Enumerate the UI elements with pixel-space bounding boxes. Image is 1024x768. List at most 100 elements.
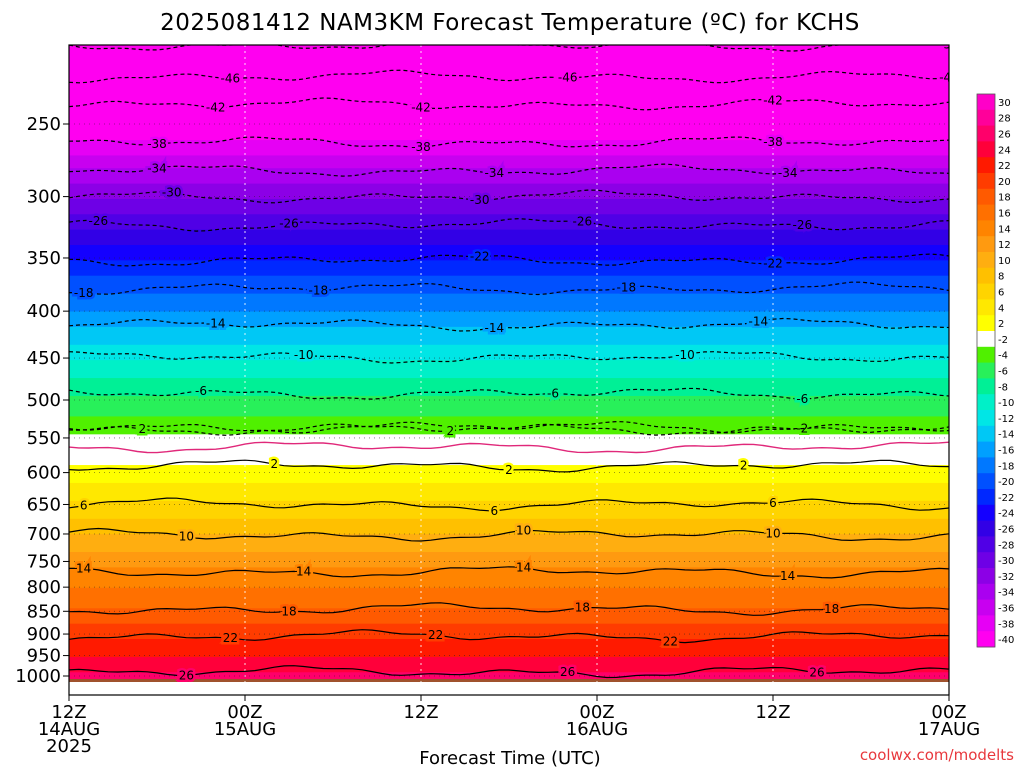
colorbar-swatch xyxy=(977,331,995,348)
temperature-band xyxy=(69,229,949,246)
contour-label: -38 xyxy=(763,135,783,149)
colorbar-label: -10 xyxy=(998,398,1014,409)
temperature-band xyxy=(69,656,949,673)
contour-line xyxy=(69,602,949,616)
colorbar-label: 14 xyxy=(998,224,1011,235)
plot-frame xyxy=(68,44,950,696)
temperature-band xyxy=(69,608,949,625)
contour-line xyxy=(69,441,949,454)
colorbar-label: -14 xyxy=(998,430,1014,441)
colorbar-swatch xyxy=(977,410,995,427)
ground-surface xyxy=(69,679,949,682)
contour-label: -42 xyxy=(206,101,226,115)
temperature-band xyxy=(69,534,949,553)
colorbar-swatch xyxy=(977,394,995,411)
temperature-band xyxy=(69,198,949,215)
x-tick-label: 2025 xyxy=(46,736,92,757)
contour-label: -22 xyxy=(763,256,783,270)
contour-label: -50 xyxy=(939,37,959,51)
colorbar-swatch xyxy=(977,457,995,474)
contour-line xyxy=(69,459,949,473)
colorbar-label: 12 xyxy=(998,240,1011,251)
temperature-band xyxy=(69,552,949,568)
contour-label: -30 xyxy=(470,193,490,207)
contour-line xyxy=(69,69,949,84)
contour-label: 26 xyxy=(560,665,575,679)
contour-label: 18 xyxy=(281,605,296,619)
contour-label: -6 xyxy=(796,392,808,406)
colorbar-label: -26 xyxy=(998,525,1014,536)
x-tick-label: 00Z xyxy=(579,702,614,723)
y-tick-label: 650 xyxy=(27,494,61,515)
temperature-bands xyxy=(69,45,949,681)
temperature-band xyxy=(69,155,949,169)
contour-label: -18 xyxy=(617,281,637,295)
x-tick-label: 12Z xyxy=(403,702,438,723)
y-tick-label: 950 xyxy=(27,646,61,667)
colorbar-swatch xyxy=(977,425,995,442)
colorbar-label: 2 xyxy=(998,319,1004,330)
x-tick-label: 14AUG xyxy=(38,719,100,740)
contour-label: -26 xyxy=(89,214,109,228)
credit-text: coolwx.com/modelts xyxy=(860,746,1014,764)
contour-label: 2 xyxy=(139,422,147,436)
colorbar-swatch xyxy=(977,125,995,142)
contour-label: -14 xyxy=(485,321,505,335)
contour-label: -14 xyxy=(749,315,769,329)
colorbar-label: 20 xyxy=(998,177,1011,188)
contour-label: 14 xyxy=(516,561,531,575)
temperature-contours: -50 -50-46 -46 -46-42 -42 -42-38 -38 -38-34 -34-… xyxy=(69,37,959,682)
y-tick-label: 250 xyxy=(27,114,61,135)
colorbar-swatch xyxy=(977,267,995,284)
colorbar-label: -22 xyxy=(998,493,1014,504)
temperature-band xyxy=(69,500,949,520)
contour-label: -18 xyxy=(309,283,329,297)
contour-label: -6 xyxy=(547,387,559,401)
temperature-band xyxy=(69,344,949,361)
contour-label: -42 xyxy=(411,100,431,114)
colorbar-swatch xyxy=(977,252,995,269)
contour-label: -30 xyxy=(162,186,182,200)
colorbar-swatch xyxy=(977,173,995,190)
colorbar-label: 18 xyxy=(998,193,1011,204)
x-tick-label: 15AUG xyxy=(214,719,276,740)
contour-line xyxy=(69,423,949,436)
contour-line xyxy=(69,566,949,579)
plot-area: -50 -50-46 -46 -46-42 -42 -42-38 -38 -38-34 -34-… xyxy=(69,37,959,682)
colorbar-label: -30 xyxy=(998,556,1014,567)
y-tick-label: 800 xyxy=(27,577,61,598)
contour-label: 14 xyxy=(76,561,91,575)
contour-label: 18 xyxy=(575,601,590,615)
temperature-band xyxy=(69,260,949,277)
colorbar-label: 28 xyxy=(998,114,1011,125)
temperature-band xyxy=(69,214,949,231)
temperature-band xyxy=(69,326,949,346)
colorbar-label: 24 xyxy=(998,145,1011,156)
colorbar-label: 16 xyxy=(998,209,1011,220)
contour-label: -38 xyxy=(411,140,431,154)
colorbar-swatch xyxy=(977,520,995,537)
colorbar-swatch xyxy=(977,362,995,379)
contour-label: -46 xyxy=(221,71,241,85)
temperature-band xyxy=(69,465,949,484)
colorbar-swatch xyxy=(977,109,995,126)
contour-label: -34 xyxy=(147,161,167,175)
y-tick-label: 700 xyxy=(27,524,61,545)
colorbar-label: 6 xyxy=(998,288,1004,299)
colorbar-swatch xyxy=(977,552,995,569)
contour-label: -26 xyxy=(279,217,299,231)
colorbar-swatch xyxy=(977,441,995,458)
colorbar-swatch xyxy=(977,94,995,111)
colorbar-label: -4 xyxy=(998,351,1008,362)
contour-label: -42 xyxy=(763,93,783,107)
colorbar-label: -6 xyxy=(998,367,1008,378)
temperature-band xyxy=(69,416,949,435)
contour-label: 10 xyxy=(179,530,194,544)
contour-label: -18 xyxy=(74,286,94,300)
colorbar-label: -2 xyxy=(998,335,1008,346)
colorbar-swatch xyxy=(977,236,995,253)
colorbar: 30 28 26 24 22 20 18 16 14 12 10 8 6 4 2 -2 -4 -6 -8 -10 -12… xyxy=(976,93,1014,648)
contour-label: -46 xyxy=(558,71,578,85)
